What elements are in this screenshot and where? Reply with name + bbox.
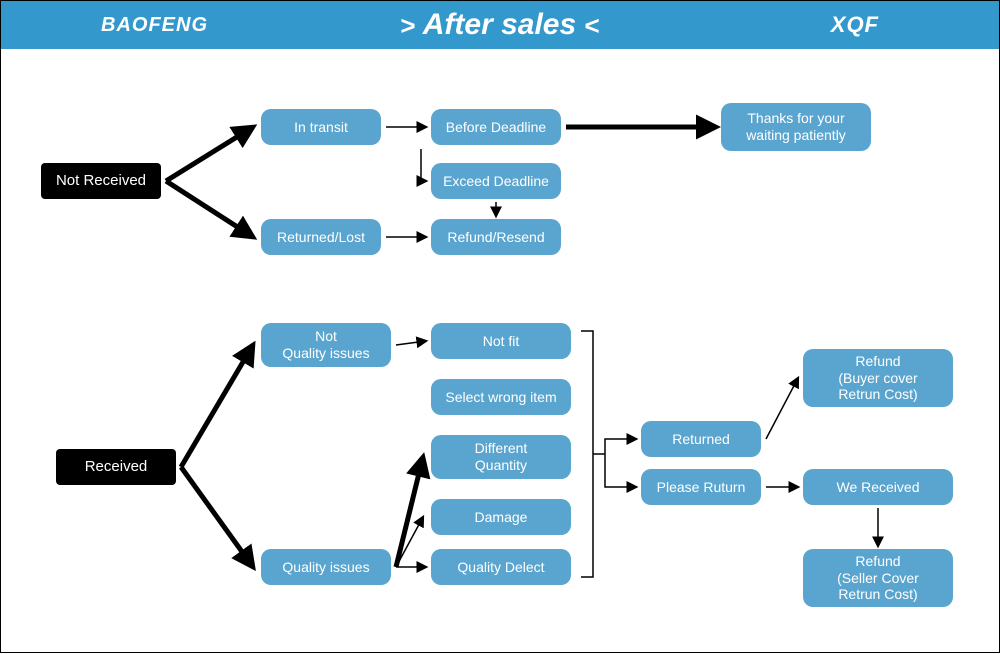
- node-wrong_item: Select wrong item: [431, 379, 571, 415]
- node-returned_lost: Returned/Lost: [261, 219, 381, 255]
- node-we_received: We Received: [803, 469, 953, 505]
- node-quality_def: Quality Delect: [431, 549, 571, 585]
- node-damage: Damage: [431, 499, 571, 535]
- node-refund_resend: Refund/Resend: [431, 219, 561, 255]
- node-thanks: Thanks for your waiting patiently: [721, 103, 871, 151]
- brand-right: XQF: [831, 12, 879, 38]
- node-returned: Returned: [641, 421, 761, 457]
- title-text: After sales: [423, 8, 576, 41]
- node-not_fit: Not fit: [431, 323, 571, 359]
- flowchart-canvas: BAOFENG > After sales < XQF Not Received…: [0, 0, 1000, 653]
- node-before_dl: Before Deadline: [431, 109, 561, 145]
- node-received: Received: [56, 449, 176, 485]
- header-bar: BAOFENG > After sales < XQF: [1, 1, 999, 49]
- node-refund_seller: Refund (Seller Cover Retrun Cost): [803, 549, 953, 607]
- chevron-right-icon: >: [400, 11, 415, 41]
- node-exceed_dl: Exceed Deadline: [431, 163, 561, 199]
- node-refund_buyer: Refund (Buyer cover Retrun Cost): [803, 349, 953, 407]
- brand-left: BAOFENG: [101, 14, 208, 37]
- node-in_transit: In transit: [261, 109, 381, 145]
- node-quality: Quality issues: [261, 549, 391, 585]
- node-diff_qty: Different Quantity: [431, 435, 571, 479]
- chevron-left-icon: <: [585, 11, 600, 41]
- node-please_return: Please Ruturn: [641, 469, 761, 505]
- node-not_received: Not Received: [41, 163, 161, 199]
- node-not_quality: Not Quality issues: [261, 323, 391, 367]
